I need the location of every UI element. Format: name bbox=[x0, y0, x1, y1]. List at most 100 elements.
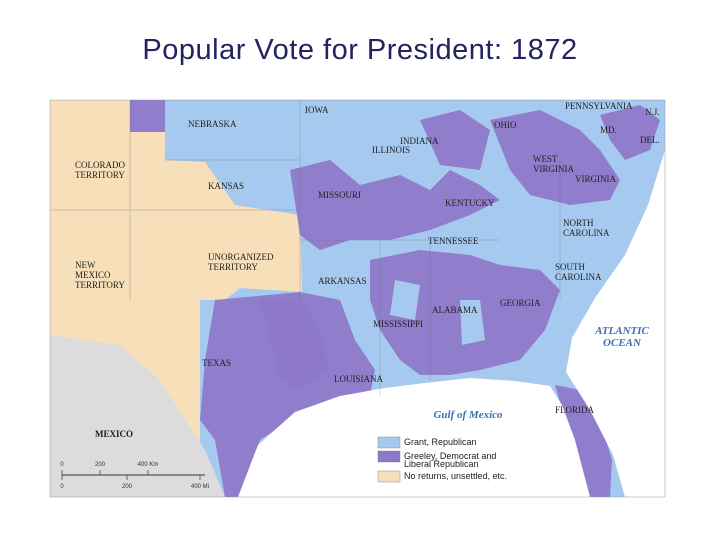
greeley-region bbox=[290, 160, 500, 250]
state-label: COLORADO TERRITORY bbox=[75, 160, 126, 180]
state-label: SOUTH CAROLINA bbox=[555, 262, 602, 282]
legend-swatch bbox=[377, 436, 401, 449]
state-label-line: INDIANA bbox=[400, 136, 439, 146]
greeley-region bbox=[490, 110, 620, 205]
water-label: Gulf of Mexico bbox=[433, 409, 503, 421]
state-label-line: TENNESSEE bbox=[428, 236, 479, 246]
legend-label-line: No returns, unsettled, etc. bbox=[404, 471, 507, 481]
water-label-line: Gulf of Mexico bbox=[433, 409, 503, 421]
state-label: ALABAMA bbox=[432, 305, 478, 315]
title: Popular Vote for President: 1872 bbox=[142, 34, 578, 66]
state-label-line: TERRITORY bbox=[208, 262, 258, 272]
state-label: MEXICO bbox=[95, 429, 133, 439]
scale-label: 200 bbox=[95, 462, 106, 468]
state-label: MD. bbox=[600, 125, 617, 135]
state-label: DEL. bbox=[640, 135, 660, 145]
legend-label: No returns, unsettled, etc. bbox=[404, 471, 507, 481]
water-label: ATLANTIC OCEAN bbox=[594, 325, 649, 349]
state-label: N.J. bbox=[645, 107, 660, 117]
legend-label-line: Greeley, Democrat and bbox=[404, 451, 496, 461]
scale-label: 0 bbox=[60, 462, 64, 468]
state-label: INDIANA bbox=[400, 136, 439, 146]
state-label: MISSOURI bbox=[318, 190, 361, 200]
state-label: KANSAS bbox=[208, 181, 244, 191]
state-label-line: LOUISIANA bbox=[334, 374, 383, 384]
state-label-line: WEST bbox=[533, 154, 558, 164]
state-label: NORTH CAROLINA bbox=[563, 218, 610, 238]
state-label: WEST VIRGINIA bbox=[533, 154, 574, 174]
water-label-line: OCEAN bbox=[603, 337, 642, 349]
state-label-line: CAROLINA bbox=[563, 228, 610, 238]
state-label: PENNSYLVANIA bbox=[565, 101, 633, 111]
state-label-line: TERRITORY bbox=[75, 280, 125, 290]
state-label-line: SOUTH bbox=[555, 262, 586, 272]
grant-region bbox=[390, 280, 420, 320]
water-label-line: ATLANTIC bbox=[594, 325, 649, 337]
state-label: LOUISIANA bbox=[334, 374, 383, 384]
greeley-region bbox=[555, 385, 612, 497]
legend-label-line: Grant, Republican bbox=[404, 437, 477, 447]
state-label: TENNESSEE bbox=[428, 236, 479, 246]
state-label-line: NORTH bbox=[563, 218, 594, 228]
state-label-line: VIRGINIA bbox=[533, 164, 574, 174]
atlantic bbox=[566, 150, 665, 497]
state-label-line: ARKANSAS bbox=[318, 276, 367, 286]
state-label: TEXAS bbox=[202, 358, 231, 368]
state-label-line: FLORIDA bbox=[555, 405, 595, 415]
greeley-region bbox=[600, 105, 660, 160]
state-label-line: TEXAS bbox=[202, 358, 231, 368]
scale-label: 400 Mi bbox=[191, 484, 209, 490]
state-label: ILLINOIS bbox=[372, 145, 410, 155]
state-label: UNORGANIZED TERRITORY bbox=[208, 252, 274, 272]
state-label: KENTUCKY bbox=[445, 198, 495, 208]
state-label: GEORGIA bbox=[500, 298, 541, 308]
state-label: ARKANSAS bbox=[318, 276, 367, 286]
state-label-line: NEW bbox=[75, 260, 96, 270]
grant-region bbox=[540, 225, 600, 265]
state-label-line: OHIO bbox=[494, 120, 517, 130]
scale-label: 0 bbox=[60, 484, 64, 490]
state-label-line: MEXICO bbox=[95, 429, 133, 439]
map-frame bbox=[49, 99, 666, 498]
state-label-line: CAROLINA bbox=[555, 272, 602, 282]
grant-region bbox=[310, 125, 360, 155]
legend-swatch bbox=[377, 450, 401, 463]
state-label-line: UNORGANIZED bbox=[208, 252, 274, 262]
state-label-line: COLORADO bbox=[75, 160, 126, 170]
state-label-line: ALABAMA bbox=[432, 305, 478, 315]
mexico bbox=[50, 335, 225, 497]
scale-label: 400 Km bbox=[138, 462, 159, 468]
legend-label: Greeley, Democrat and Liberal Republican bbox=[404, 451, 496, 469]
scale-label: 200 bbox=[122, 484, 133, 490]
state-label-line: NEBRASKA bbox=[188, 119, 237, 129]
state-label-line: N.J. bbox=[645, 107, 660, 117]
state-label: FLORIDA bbox=[555, 405, 595, 415]
state-label: VIRGINIA bbox=[575, 174, 616, 184]
legend-swatch bbox=[377, 470, 401, 483]
grant-region bbox=[460, 300, 485, 345]
state-label-line: ILLINOIS bbox=[372, 145, 410, 155]
state-label-line: PENNSYLVANIA bbox=[565, 101, 633, 111]
greeley-region bbox=[420, 110, 490, 170]
greeley-region bbox=[260, 300, 330, 390]
state-label-line: KANSAS bbox=[208, 181, 244, 191]
state-label-line: VIRGINIA bbox=[575, 174, 616, 184]
state-label-line: TERRITORY bbox=[75, 170, 125, 180]
state-label-line: MD. bbox=[600, 125, 617, 135]
legend-label-line: Liberal Republican bbox=[404, 459, 479, 469]
state-label-line: DEL. bbox=[640, 135, 660, 145]
state-label: IOWA bbox=[305, 105, 329, 115]
state-label-line: KENTUCKY bbox=[445, 198, 495, 208]
state-label-line: IOWA bbox=[305, 105, 329, 115]
greeley-region bbox=[200, 292, 375, 497]
state-label: NEW MEXICO TERRITORY bbox=[75, 260, 125, 290]
state-label-line: GEORGIA bbox=[500, 298, 541, 308]
greeley-region bbox=[130, 100, 165, 132]
state-label: OHIO bbox=[494, 120, 517, 130]
state-label: MISSISSIPPI bbox=[373, 319, 423, 329]
state-label-line: MEXICO bbox=[75, 270, 111, 280]
legend-label: Grant, Republican bbox=[404, 437, 477, 447]
state-label-line: MISSOURI bbox=[318, 190, 361, 200]
